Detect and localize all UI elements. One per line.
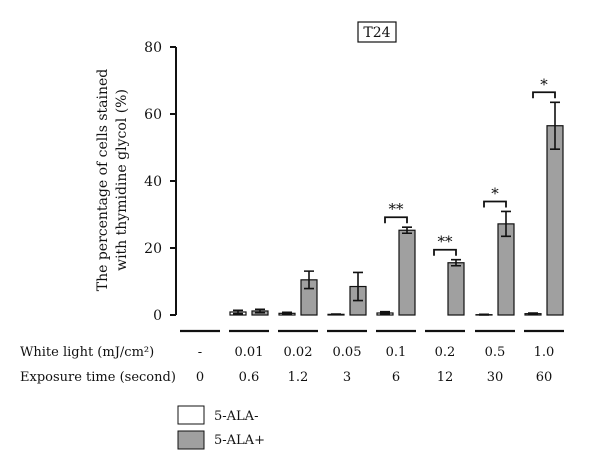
y-axis-ticks: 0 20 40 60 80: [144, 40, 176, 324]
y-axis-label-line1: The percentage of cells stained: [95, 69, 111, 292]
error-bar-minus-4: [380, 310, 390, 316]
y-tick-label-3: 60: [144, 107, 162, 123]
error-bar-minus-3: [331, 313, 341, 316]
row-label-white-light: White light (mJ/cm²): [20, 345, 154, 360]
chart-title-group: T24: [357, 21, 397, 43]
error-bar-minus-1: [233, 309, 243, 315]
legend-swatch-5-ala-plus: [177, 430, 205, 450]
exposure-time-value-1: 0.6: [239, 370, 260, 385]
white-light-value-1: 0.01: [235, 345, 264, 360]
legend: 5-ALA- 5-ALA+: [177, 405, 265, 450]
legend-swatch-5-ala-minus: [177, 405, 205, 425]
significance-label-0: **: [389, 200, 405, 218]
bar-plus-6: [497, 223, 515, 316]
exposure-time-value-5: 12: [437, 370, 454, 385]
significance-bracket-3: [532, 91, 556, 99]
exposure-time-value-0: 0: [196, 370, 204, 385]
significance-bracket-1: [433, 248, 457, 256]
bar-plus-5: [447, 262, 465, 316]
error-bar-minus-2: [282, 311, 292, 316]
white-light-value-2: 0.02: [284, 345, 313, 360]
error-bar-plus-5: [451, 258, 461, 267]
bar-plus-7: [546, 125, 564, 316]
white-light-value-6: 0.5: [485, 345, 506, 360]
y-tick-label-0: 0: [153, 308, 162, 324]
white-light-value-7: 1.0: [534, 345, 555, 360]
exposure-time-values: 0 0.6 1.2 3 6 12 30 60: [196, 370, 552, 385]
error-bar-plus-3: [353, 271, 363, 302]
white-light-value-4: 0.1: [386, 345, 407, 360]
y-tick-label-2: 40: [144, 174, 162, 190]
significance-group: ******: [384, 75, 556, 256]
error-bar-plus-2: [304, 270, 314, 290]
legend-label-5-ala-minus: 5-ALA-: [214, 409, 258, 424]
chart-title: T24: [363, 25, 390, 41]
significance-bracket-2: [483, 200, 507, 208]
exposure-time-value-3: 3: [343, 370, 351, 385]
error-bar-plus-4: [402, 226, 412, 235]
chart-title-box: [357, 21, 397, 43]
white-light-values: - 0.01 0.02 0.05 0.1 0.2 0.5 1.0: [198, 345, 555, 360]
y-tick-label-4: 80: [144, 40, 162, 56]
significance-label-3: *: [540, 75, 548, 93]
error-bar-plus-7: [550, 101, 560, 150]
white-light-value-5: 0.2: [435, 345, 456, 360]
legend-item-5-ala-minus: 5-ALA-: [177, 405, 258, 425]
y-axis-label: The percentage of cells stained with thy…: [95, 69, 130, 292]
significance-label-2: *: [491, 184, 499, 202]
error-bar-minus-6: [479, 313, 489, 316]
white-light-value-3: 0.05: [333, 345, 362, 360]
row-label-exposure-time: Exposure time (second): [20, 370, 176, 385]
y-tick-label-1: 20: [144, 241, 162, 257]
exposure-time-value-2: 1.2: [288, 370, 309, 385]
exposure-time-value-4: 6: [392, 370, 400, 385]
error-bar-plus-1: [255, 308, 265, 314]
bar-plus-4: [398, 229, 416, 316]
y-axis-label-line2: with thymidine glycol (%): [114, 89, 130, 271]
legend-item-5-ala-plus: 5-ALA+: [177, 430, 265, 450]
exposure-time-value-6: 30: [487, 370, 504, 385]
significance-label-1: **: [438, 233, 454, 251]
error-bars-group: [233, 101, 560, 316]
exposure-time-value-7: 60: [536, 370, 553, 385]
error-bar-plus-6: [501, 210, 511, 238]
white-light-value-0: -: [198, 345, 202, 360]
legend-label-5-ala-plus: 5-ALA+: [214, 433, 265, 448]
error-bar-minus-7: [528, 312, 538, 316]
significance-bracket-0: [384, 216, 408, 224]
bars-group: [229, 125, 564, 316]
